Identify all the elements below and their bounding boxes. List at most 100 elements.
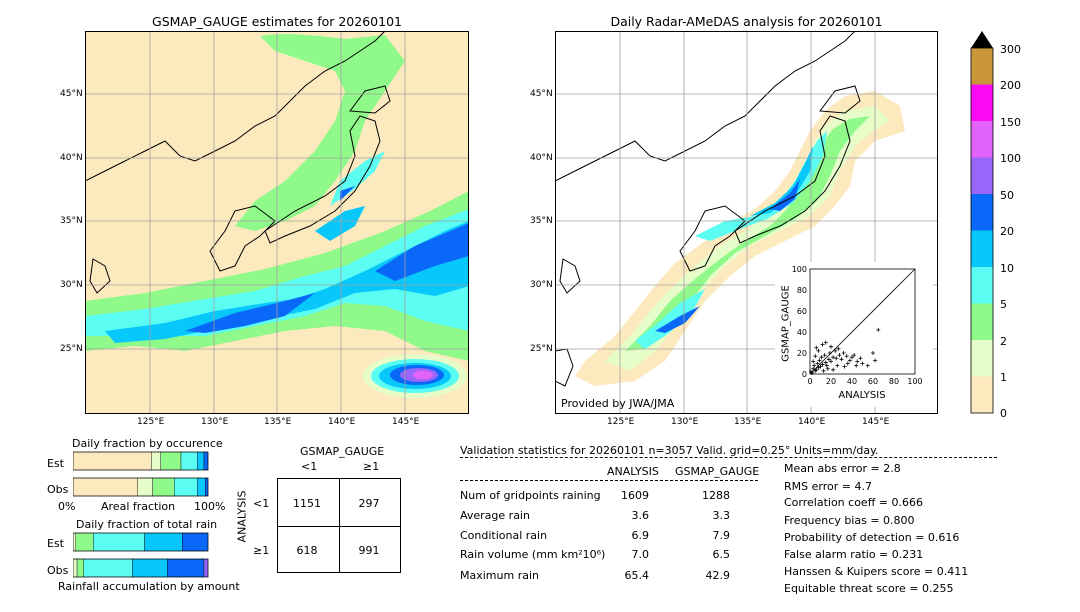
- score-line: Correlation coeff = 0.666: [784, 496, 923, 509]
- score-line: Mean abs error = 2.8: [784, 462, 901, 475]
- colorbar-tick-label: 200: [1000, 79, 1021, 92]
- scatter-point: [841, 351, 846, 355]
- colorbar-segment: [971, 303, 993, 340]
- scatter-point: [871, 351, 875, 355]
- colorbar-tick-label: 10: [1000, 262, 1014, 275]
- occurrence-bars: [73, 451, 209, 497]
- scatter-point: [835, 363, 840, 368]
- scatter-point: [823, 360, 828, 365]
- validation-row-label: Rain volume (mm km²10⁶): [460, 548, 606, 561]
- scatter-point: [825, 366, 830, 371]
- validation-gsmap-value: 3.3: [712, 509, 731, 522]
- contingency-grid: [277, 478, 401, 573]
- validation-analysis-value: 7.0: [631, 548, 650, 561]
- validation-analysis-value: 3.6: [631, 509, 650, 522]
- scatter-point: [819, 355, 824, 360]
- scatter-point: [817, 358, 822, 363]
- colorbar-segment: [971, 230, 993, 267]
- validation-header: Validation statistics for 20260101 n=305…: [460, 444, 879, 457]
- contingency-cell: 1151: [293, 497, 321, 510]
- scatter-point: [827, 351, 832, 355]
- validation-analysis-value: 6.9: [631, 529, 650, 542]
- right-map-title: Daily Radar-AMeDAS analysis for 20260101: [610, 14, 883, 29]
- scatter-point: [821, 368, 826, 373]
- stacked-bar-segment: [73, 451, 152, 471]
- scatter-point: [876, 327, 881, 332]
- scatter-point: [833, 348, 838, 353]
- total-rain-title: Daily fraction of total rain: [76, 518, 218, 531]
- right-lon-label: 125°E: [607, 417, 635, 427]
- left-lon-label: 125°E: [137, 417, 165, 427]
- scatter-point: [815, 361, 820, 366]
- scatter-point: [847, 358, 852, 363]
- scatter-ylabel: GSMAP_GAUGE: [780, 285, 792, 362]
- stacked-bar-segment: [152, 477, 175, 497]
- colorbar-tick-label: 2: [1000, 335, 1007, 348]
- stacked-bar-frame: [73, 451, 209, 471]
- validation-row-label: Average rain: [460, 509, 530, 522]
- total-rain-row-label: Est: [47, 537, 64, 550]
- scatter-point: [844, 354, 849, 359]
- stacked-bar-segment: [151, 451, 161, 471]
- stacked-bar-frame: [73, 532, 209, 552]
- contingency-cell: 297: [358, 497, 380, 510]
- stacked-bar-segment: [73, 558, 78, 578]
- validation-col-header: GSMAP_GAUGE: [675, 465, 760, 478]
- scatter-point: [865, 363, 870, 368]
- stacked-bar-segment: [132, 558, 168, 578]
- scatter-point: [831, 367, 836, 372]
- scatter-ytick-label: 80: [797, 286, 807, 295]
- stacked-bar-segment: [76, 558, 85, 578]
- validation-row-label: Conditional rain: [460, 529, 548, 542]
- scatter-xtick-label: 40: [847, 377, 857, 386]
- scatter-point: [816, 365, 821, 370]
- stacked-bar-segment: [205, 477, 209, 497]
- scatter-point: [820, 362, 825, 367]
- right-lat-label: 40°N: [530, 153, 553, 163]
- left-lon-label: 130°E: [201, 417, 229, 427]
- occurrence-xtick: 100%: [194, 500, 226, 513]
- colorbar-frame: [970, 47, 994, 414]
- stacked-bar-segment: [137, 477, 153, 497]
- scatter-point: [811, 359, 816, 364]
- score-line: Frequency bias = 0.800: [784, 514, 915, 527]
- scatter-point: [842, 364, 847, 369]
- contingency-row-header: <1: [253, 497, 270, 510]
- provider-credit: Provided by JWA/JMA: [561, 397, 675, 410]
- scatter-point: [860, 361, 865, 366]
- contingency-row-header: ≥1: [253, 544, 270, 557]
- scatter-point: [822, 353, 827, 358]
- contingency-col-header: <1: [301, 460, 318, 473]
- colorbar-tick-label: 20: [1000, 225, 1014, 238]
- total-rain-xlabel: Rainfall accumulation by amount: [58, 580, 240, 593]
- validation-row-label: Maximum rain: [460, 569, 539, 582]
- right-lat-label: 30°N: [530, 280, 553, 290]
- left-lat-label: 30°N: [60, 280, 83, 290]
- scatter-plot: 00 20 20 40 40 60 60 80 80 100 100: [792, 265, 923, 386]
- scatter-xtick-label: 20: [826, 377, 836, 386]
- occurrence-title: Daily fraction by occurence: [72, 437, 223, 450]
- score-line: RMS error = 4.7: [784, 480, 872, 493]
- left-lat-label: 40°N: [60, 153, 83, 163]
- stacked-bar-segment: [83, 558, 133, 578]
- contingency-title: GSMAP_GAUGE: [300, 445, 385, 458]
- validation-row-label: Num of gridpoints raining: [460, 489, 601, 502]
- validation-gsmap-value: 6.5: [712, 548, 731, 561]
- scatter-point: [812, 363, 817, 368]
- scatter-point: [839, 357, 844, 362]
- right-lon-label: 140°E: [798, 417, 826, 427]
- score-line: Hanssen & Kuipers score = 0.411: [784, 565, 969, 578]
- scatter-point: [816, 348, 821, 353]
- colorbar-labels: 0 1 2 5 10 20 50 100 150 200 300: [1000, 0, 1040, 430]
- colorbar-tick-label: 300: [1000, 43, 1021, 56]
- scatter-point: [829, 344, 833, 349]
- scatter-xlabel: ANALYSIS: [838, 390, 886, 401]
- contingency-row-title: ANALYSIS: [235, 490, 249, 543]
- left-lat-label: 45°N: [60, 89, 83, 99]
- right-lat-label: 45°N: [530, 89, 553, 99]
- stacked-bar-segment: [93, 532, 145, 552]
- contingency-cell: 991: [358, 544, 380, 557]
- right-lat-label: 25°N: [530, 344, 553, 354]
- scatter-point: [837, 353, 842, 358]
- colorbar-tick-label: 100: [1000, 152, 1021, 165]
